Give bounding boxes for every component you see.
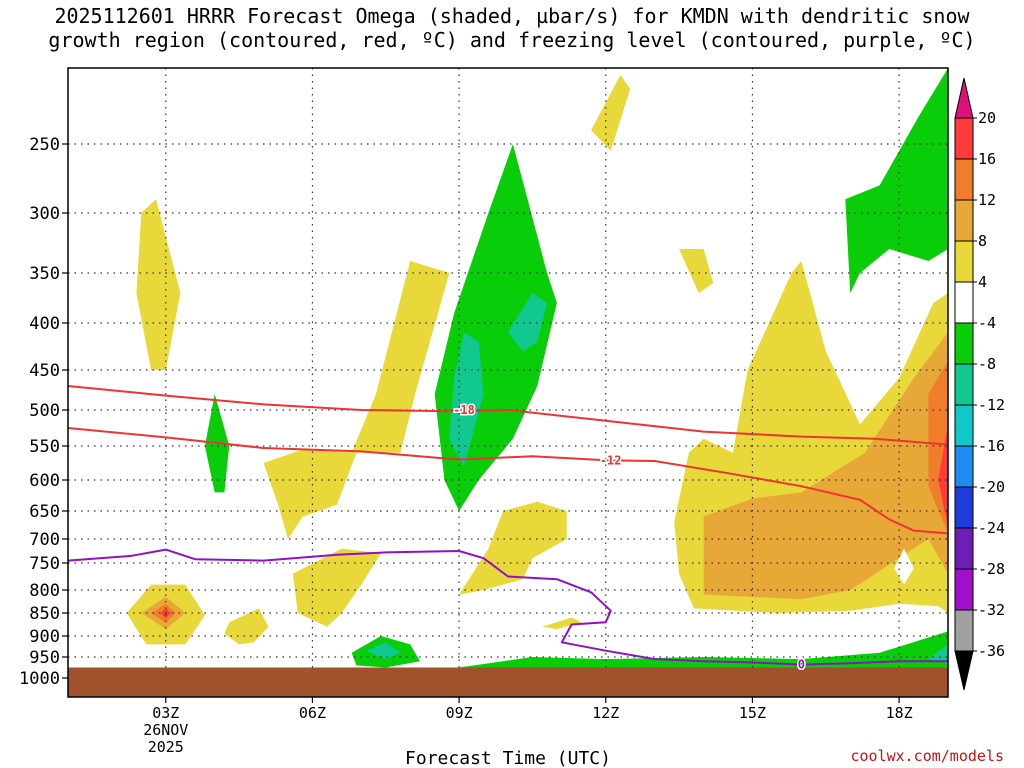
- y-tick-label: 400: [29, 314, 60, 334]
- dgz-contour-label: -12: [600, 453, 622, 467]
- colorbar-tick-label: 20: [978, 109, 996, 127]
- plot-frame: [67, 67, 949, 698]
- colorbar-tick-label: -36: [978, 642, 1005, 660]
- omega-region: [845, 68, 948, 293]
- colorbar-swatch: [954, 609, 974, 652]
- x-tick-label: 03Z: [152, 704, 179, 722]
- y-tick-label: 500: [29, 401, 60, 421]
- colorbar-swatch: [954, 199, 974, 242]
- freezing-level-contour-label: 0: [798, 658, 805, 672]
- date-label-year: 2025: [148, 738, 184, 756]
- y-tick-label: 550: [29, 437, 60, 457]
- x-axis-label: Forecast Time (UTC): [405, 748, 611, 768]
- colorbar-swatch: [954, 281, 974, 324]
- colorbar-tick-label: -20: [978, 478, 1005, 496]
- chart-title: 2025112601 HRRR Forecast Omega (shaded, …: [0, 4, 1024, 52]
- colorbar-swatch: [954, 322, 974, 365]
- colorbar-tick-label: -24: [978, 519, 1005, 537]
- omega-region: [292, 548, 381, 627]
- colorbar: 20 16 12 8 4 -4 -8 -12 -16 -20 -24 -28 -32 -36: [954, 77, 1005, 691]
- y-tick-label: 1000: [19, 669, 60, 689]
- colorbar-tick-label: -28: [978, 560, 1005, 578]
- omega-region: [508, 293, 548, 352]
- grid-lines: [68, 68, 948, 668]
- x-tick-label: 06Z: [299, 704, 326, 722]
- omega-region: [366, 642, 401, 660]
- omega-region: [542, 617, 582, 630]
- omega-region: [224, 608, 269, 645]
- x-tick-label: 15Z: [739, 704, 766, 722]
- y-tick-label: 700: [29, 530, 60, 550]
- ground-surface: [68, 667, 948, 697]
- omega-region: [263, 449, 357, 539]
- date-label-day: 26NOV: [143, 721, 188, 739]
- y-tick-label: 350: [29, 264, 60, 284]
- colorbar-tick-label: 16: [978, 150, 996, 168]
- chart-title-line-2: growth region (contoured, red, ºC) and f…: [48, 28, 976, 52]
- x-tick-label: 18Z: [886, 704, 913, 722]
- omega-region: [938, 424, 948, 528]
- site-credit[interactable]: coolwx.com/models: [850, 747, 1004, 765]
- colorbar-tick-label: -8: [978, 355, 996, 373]
- y-tick-label: 950: [29, 648, 60, 668]
- dgz-contour-label: -18: [453, 403, 475, 417]
- colorbar-tick-label: -4: [978, 314, 996, 332]
- colorbar-tick-label: 12: [978, 191, 996, 209]
- omega-region: [136, 199, 181, 370]
- axes: 250 300 350 400 450 500 550 600 650 700 750 800 850 9…: [19, 135, 913, 756]
- omega-region: [459, 631, 948, 668]
- colorbar-swatch: [954, 363, 974, 406]
- y-tick-label: 800: [29, 581, 60, 601]
- colorbar-swatch: [954, 486, 974, 529]
- colorbar-top-arrow: [954, 77, 974, 119]
- dgz-contour: [67, 385, 949, 446]
- y-tick-label: 250: [29, 135, 60, 155]
- omega-region: [679, 249, 714, 293]
- omega-region: [928, 644, 948, 664]
- y-tick-label: 600: [29, 471, 60, 491]
- colorbar-tick-label: 8: [978, 232, 987, 250]
- freezing-level-contour: [67, 548, 948, 666]
- y-tick-label: 850: [29, 604, 60, 624]
- colorbar-swatch: [954, 240, 974, 283]
- colorbar-bottom-arrow: [954, 650, 974, 691]
- y-tick-label: 900: [29, 627, 60, 647]
- colorbar-tick-label: -12: [978, 396, 1005, 414]
- colorbar-swatch: [954, 158, 974, 201]
- y-tick-label: 650: [29, 502, 60, 522]
- y-tick-label: 450: [29, 361, 60, 381]
- dgz-contour: [67, 427, 949, 535]
- colorbar-swatch: [954, 404, 974, 447]
- colorbar-tick-label: -32: [978, 601, 1005, 619]
- contour-lines: -18 -12 0: [67, 385, 949, 673]
- colorbar-swatch: [954, 117, 974, 160]
- chart-title-line-1: 2025112601 HRRR Forecast Omega (shaded, …: [54, 4, 970, 28]
- colorbar-tick-label: -16: [978, 437, 1005, 455]
- omega-region: [449, 332, 484, 467]
- omega-region: [459, 501, 567, 595]
- colorbar-swatch: [954, 568, 974, 611]
- omega-region: [351, 261, 450, 453]
- colorbar-tick-label: 4: [978, 273, 987, 291]
- omega-region: [703, 332, 948, 600]
- colorbar-swatch: [954, 445, 974, 488]
- y-tick-label: 300: [29, 204, 60, 224]
- y-tick-label: 750: [29, 554, 60, 574]
- x-tick-label: 09Z: [446, 704, 473, 722]
- colorbar-swatch: [954, 527, 974, 570]
- omega-region: [591, 75, 631, 151]
- x-tick-label: 12Z: [592, 704, 619, 722]
